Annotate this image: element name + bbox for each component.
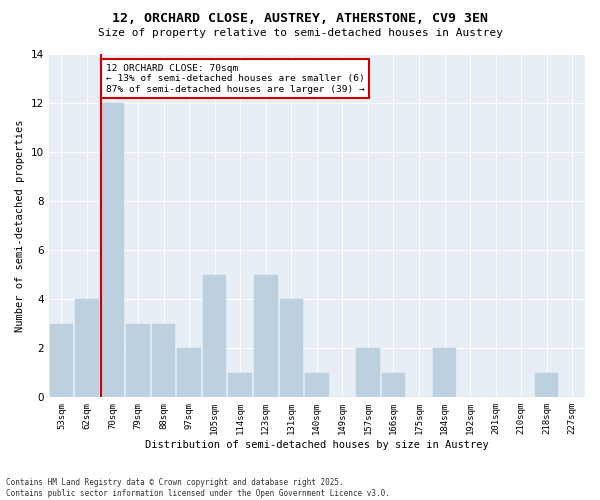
Bar — [382, 373, 405, 398]
Text: 12 ORCHARD CLOSE: 70sqm
← 13% of semi-detached houses are smaller (6)
87% of sem: 12 ORCHARD CLOSE: 70sqm ← 13% of semi-de… — [106, 64, 365, 94]
Bar — [305, 373, 329, 398]
Bar — [152, 324, 175, 398]
Bar — [50, 324, 73, 398]
Bar — [127, 324, 150, 398]
Bar — [433, 348, 456, 398]
X-axis label: Distribution of semi-detached houses by size in Austrey: Distribution of semi-detached houses by … — [145, 440, 489, 450]
Bar — [229, 373, 252, 398]
Bar — [356, 348, 380, 398]
Bar — [101, 103, 124, 398]
Bar — [535, 373, 559, 398]
Bar — [203, 274, 226, 398]
Bar — [280, 299, 303, 398]
Bar — [75, 299, 99, 398]
Bar — [254, 274, 278, 398]
Text: 12, ORCHARD CLOSE, AUSTREY, ATHERSTONE, CV9 3EN: 12, ORCHARD CLOSE, AUSTREY, ATHERSTONE, … — [112, 12, 488, 26]
Text: Size of property relative to semi-detached houses in Austrey: Size of property relative to semi-detach… — [97, 28, 503, 38]
Bar — [178, 348, 201, 398]
Text: Contains HM Land Registry data © Crown copyright and database right 2025.
Contai: Contains HM Land Registry data © Crown c… — [6, 478, 390, 498]
Y-axis label: Number of semi-detached properties: Number of semi-detached properties — [15, 120, 25, 332]
